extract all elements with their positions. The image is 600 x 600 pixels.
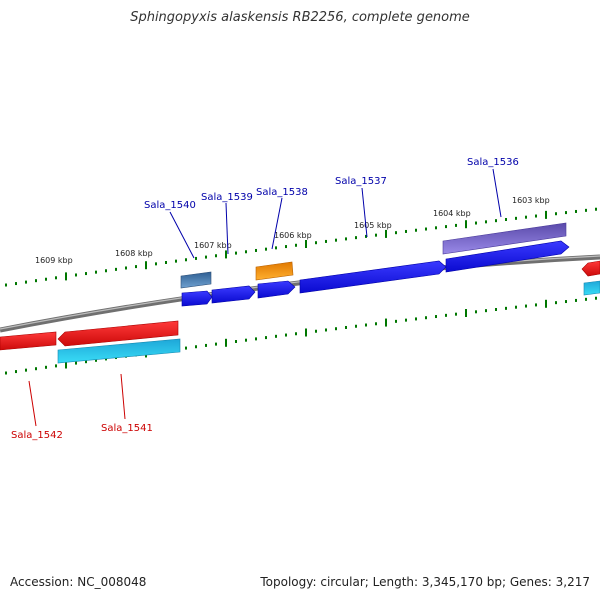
gene-sala-1542[interactable] bbox=[0, 331, 57, 351]
scale-label-1607: 1607 kbp bbox=[194, 241, 232, 250]
label-sala-1542[interactable]: Sala_1542 bbox=[11, 430, 63, 441]
scale-label-1606: 1606 kbp bbox=[274, 231, 312, 240]
leader-sala-1538 bbox=[271, 197, 283, 250]
gene-red-right-edge[interactable] bbox=[581, 260, 600, 277]
label-sala-1539[interactable]: Sala_1539 bbox=[201, 192, 253, 203]
label-sala-1540[interactable]: Sala_1540 bbox=[144, 200, 196, 211]
label-sala-1538[interactable]: Sala_1538 bbox=[256, 187, 308, 198]
forward-strand-genes bbox=[180, 222, 600, 307]
gene-purple-block[interactable] bbox=[442, 222, 567, 255]
gene-cyan-right-edge[interactable] bbox=[583, 280, 600, 296]
leader-sala-1541 bbox=[120, 373, 126, 420]
label-sala-1537[interactable]: Sala_1537 bbox=[335, 176, 387, 187]
upper-scale-ticks bbox=[5, 207, 597, 287]
leader-sala-1539 bbox=[225, 202, 229, 255]
scale-label-1605: 1605 kbp bbox=[354, 221, 392, 230]
gene-orange-block[interactable] bbox=[255, 261, 294, 281]
leader-sala-1540 bbox=[169, 211, 195, 259]
leader-sala-1536 bbox=[492, 168, 502, 218]
gene-labels: Sala_1540 Sala_1539 Sala_1538 Sala_1537 … bbox=[11, 157, 519, 441]
label-sala-1536[interactable]: Sala_1536 bbox=[467, 157, 519, 168]
gene-leader-lines bbox=[28, 168, 502, 427]
scale-label-1608: 1608 kbp bbox=[115, 249, 153, 258]
gene-sala-1539[interactable] bbox=[211, 285, 256, 304]
scale-label-1609: 1609 kbp bbox=[35, 256, 73, 265]
genome-backbone bbox=[0, 254, 600, 333]
genome-title: Sphingopyxis alaskensis RB2256, complete… bbox=[130, 10, 470, 25]
gene-steel-block[interactable] bbox=[180, 271, 212, 289]
gene-cyan-block[interactable] bbox=[57, 338, 181, 364]
leader-sala-1537 bbox=[361, 187, 368, 238]
gene-sala-1536[interactable] bbox=[445, 240, 570, 273]
label-sala-1541[interactable]: Sala_1541 bbox=[101, 423, 153, 434]
scale-label-1603: 1603 kbp bbox=[512, 196, 550, 205]
genome-summary-text: Topology: circular; Length: 3,345,170 bp… bbox=[260, 575, 590, 589]
accession-text: Accession: NC_008048 bbox=[10, 575, 147, 589]
reverse-strand-genes bbox=[0, 320, 181, 364]
gene-sala-1540[interactable] bbox=[181, 290, 213, 307]
gene-sala-1541[interactable] bbox=[57, 320, 179, 347]
scale-labels: 1609 kbp 1608 kbp 1607 kbp 1606 kbp 1605… bbox=[35, 196, 550, 265]
scale-label-1604: 1604 kbp bbox=[433, 209, 471, 218]
gene-sala-1538[interactable] bbox=[257, 280, 296, 299]
gene-sala-1537[interactable] bbox=[299, 260, 447, 294]
leader-sala-1542 bbox=[28, 380, 37, 427]
